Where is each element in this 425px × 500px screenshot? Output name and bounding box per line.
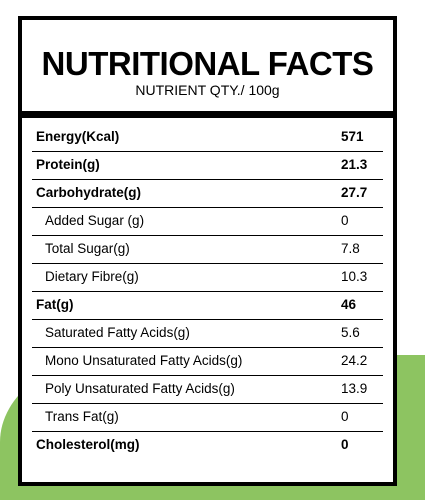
nutrient-name: Poly Unsaturated Fatty Acids(g) <box>45 381 235 396</box>
nutrient-value: 571 <box>341 129 364 144</box>
nutrient-value: 5.6 <box>341 325 360 340</box>
nutrient-name: Mono Unsaturated Fatty Acids(g) <box>45 353 243 368</box>
nutrient-value: 24.2 <box>341 353 368 368</box>
nutrient-table: Energy(Kcal) 571 Protein(g) 21.3 Carbohydrat… <box>22 123 393 459</box>
nutrient-name: Carbohydrate(g) <box>36 185 142 200</box>
nutrient-row: Added Sugar (g) 0 <box>22 207 393 235</box>
nutrient-row: Saturated Fatty Acids(g) 5.6 <box>22 319 393 347</box>
nutrient-row: Protein(g) 21.3 <box>22 151 393 179</box>
nutrient-value: 0 <box>341 213 349 228</box>
nutrient-value: 46 <box>341 297 357 312</box>
nutrient-name: Fat(g) <box>36 297 74 312</box>
nutrient-row: Cholesterol(mg) 0 <box>22 431 393 459</box>
nutrition-facts-label: NUTRITIONAL FACTS NUTRIENT QTY./ 100g En… <box>18 16 397 486</box>
nutrient-value: 13.9 <box>341 381 368 396</box>
nutrient-row: Poly Unsaturated Fatty Acids(g) 13.9 <box>22 375 393 403</box>
nutrient-name: Saturated Fatty Acids(g) <box>45 325 190 340</box>
label-subtitle: NUTRIENT QTY./ 100g <box>135 82 280 98</box>
nutrient-name: Dietary Fibre(g) <box>45 269 139 284</box>
nutrient-row: Dietary Fibre(g) 10.3 <box>22 263 393 291</box>
nutrient-row: Fat(g) 46 <box>22 291 393 319</box>
nutrient-row: Trans Fat(g) 0 <box>22 403 393 431</box>
label-title: NUTRITIONAL FACTS <box>41 45 374 82</box>
nutrient-row: Carbohydrate(g) 27.7 <box>22 179 393 207</box>
nutrient-name: Added Sugar (g) <box>45 213 145 228</box>
nutrient-row: Total Sugar(g) 7.8 <box>22 235 393 263</box>
nutrient-name: Trans Fat(g) <box>45 409 119 424</box>
nutrient-value: 21.3 <box>341 157 368 172</box>
nutrient-value: 10.3 <box>341 269 368 284</box>
nutrient-name: Total Sugar(g) <box>45 241 130 256</box>
nutrient-value: 0 <box>341 409 349 424</box>
nutrient-name: Cholesterol(mg) <box>36 437 140 452</box>
nutrient-row: Mono Unsaturated Fatty Acids(g) 24.2 <box>22 347 393 375</box>
nutrient-value: 0 <box>341 437 349 452</box>
nutrient-row: Energy(Kcal) 571 <box>22 123 393 151</box>
nutrient-name: Energy(Kcal) <box>36 129 120 144</box>
nutrient-name: Protein(g) <box>36 157 100 172</box>
nutrient-value: 27.7 <box>341 185 368 200</box>
header-divider <box>22 111 393 118</box>
nutrient-value: 7.8 <box>341 241 360 256</box>
